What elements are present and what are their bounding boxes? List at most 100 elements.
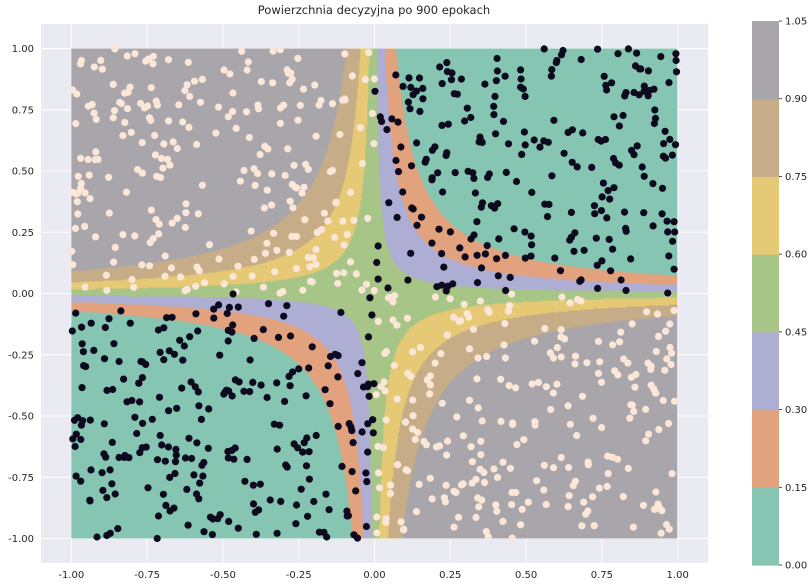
- point-class-0: [548, 172, 556, 180]
- point-class-0: [384, 284, 392, 292]
- point-class-0: [447, 76, 456, 84]
- point-class-0: [354, 370, 362, 378]
- point-class-0: [413, 221, 421, 229]
- point-class-1: [457, 317, 465, 325]
- point-class-0: [573, 163, 581, 171]
- point-class-1: [198, 181, 206, 189]
- point-class-1: [477, 437, 485, 445]
- point-class-1: [365, 49, 373, 57]
- colorbar-segment-0: [752, 487, 779, 566]
- point-class-1: [149, 60, 157, 68]
- point-class-1: [123, 52, 131, 60]
- point-class-0: [521, 141, 529, 149]
- point-class-0: [181, 454, 190, 462]
- point-class-1: [346, 258, 355, 266]
- point-class-1: [243, 66, 251, 74]
- point-class-1: [557, 454, 565, 462]
- point-class-1: [619, 493, 627, 501]
- point-class-1: [317, 96, 325, 105]
- point-class-1: [642, 405, 650, 413]
- point-class-0: [114, 525, 122, 533]
- point-class-1: [145, 114, 154, 122]
- point-class-0: [622, 286, 630, 295]
- point-class-0: [117, 307, 125, 315]
- point-class-0: [436, 63, 444, 71]
- point-class-0: [246, 356, 254, 364]
- colorbar-tick-label-7: 1.05: [785, 17, 807, 28]
- point-class-0: [527, 252, 535, 260]
- point-class-1: [473, 375, 481, 383]
- point-class-0: [435, 225, 443, 233]
- point-class-1: [670, 397, 679, 405]
- point-class-0: [617, 276, 625, 284]
- point-class-1: [165, 117, 173, 125]
- point-class-1: [281, 171, 289, 180]
- point-class-1: [558, 293, 566, 301]
- point-class-1: [289, 204, 297, 212]
- point-class-0: [172, 451, 180, 459]
- point-class-1: [185, 123, 193, 131]
- point-class-0: [135, 379, 143, 387]
- point-class-1: [84, 155, 92, 164]
- point-class-1: [151, 151, 159, 159]
- point-class-0: [580, 246, 588, 254]
- point-class-0: [185, 434, 193, 442]
- point-class-1: [474, 354, 482, 362]
- point-class-0: [187, 378, 195, 386]
- point-class-0: [196, 479, 204, 487]
- point-class-0: [461, 117, 469, 125]
- point-class-1: [229, 89, 237, 97]
- point-class-0: [438, 281, 446, 289]
- point-class-0: [312, 431, 320, 440]
- point-class-1: [565, 463, 573, 472]
- point-class-0: [323, 533, 331, 541]
- point-class-0: [409, 91, 417, 99]
- point-class-0: [159, 490, 167, 498]
- point-class-1: [644, 359, 652, 367]
- x-tick-label-0: -1.00: [58, 570, 84, 581]
- point-class-0: [100, 450, 108, 458]
- point-class-0: [154, 326, 162, 334]
- point-class-0: [608, 79, 616, 87]
- point-class-0: [364, 420, 372, 428]
- point-class-0: [640, 172, 648, 180]
- point-class-1: [497, 417, 505, 425]
- point-class-0: [392, 156, 400, 165]
- point-class-1: [109, 114, 117, 122]
- point-class-1: [356, 124, 364, 132]
- point-class-0: [672, 68, 681, 76]
- point-class-1: [450, 313, 458, 321]
- point-class-0: [649, 180, 657, 188]
- point-class-0: [597, 207, 606, 215]
- point-class-0: [374, 275, 382, 283]
- point-class-0: [160, 324, 168, 332]
- point-class-1: [358, 286, 366, 294]
- point-class-0: [216, 351, 224, 359]
- point-class-0: [282, 461, 290, 469]
- point-class-0: [72, 430, 80, 438]
- point-class-0: [428, 239, 436, 247]
- point-class-0: [588, 163, 596, 171]
- point-class-0: [194, 327, 202, 335]
- point-class-0: [273, 379, 281, 387]
- point-class-0: [126, 319, 134, 327]
- point-class-0: [90, 346, 98, 354]
- point-class-0: [409, 205, 417, 213]
- point-class-1: [350, 216, 358, 224]
- point-class-0: [180, 342, 188, 350]
- point-class-1: [121, 118, 129, 127]
- point-class-1: [119, 132, 127, 140]
- point-class-1: [81, 283, 89, 291]
- point-class-1: [220, 66, 228, 74]
- point-class-1: [173, 214, 181, 222]
- point-class-1: [542, 500, 550, 509]
- point-class-0: [649, 222, 657, 230]
- point-class-0: [231, 444, 239, 452]
- point-class-0: [668, 151, 677, 159]
- point-class-1: [91, 233, 100, 241]
- point-class-1: [110, 258, 118, 266]
- point-class-1: [343, 230, 351, 239]
- colorbar-segment-6: [752, 21, 779, 100]
- point-class-0: [550, 116, 558, 124]
- point-class-1: [475, 503, 483, 511]
